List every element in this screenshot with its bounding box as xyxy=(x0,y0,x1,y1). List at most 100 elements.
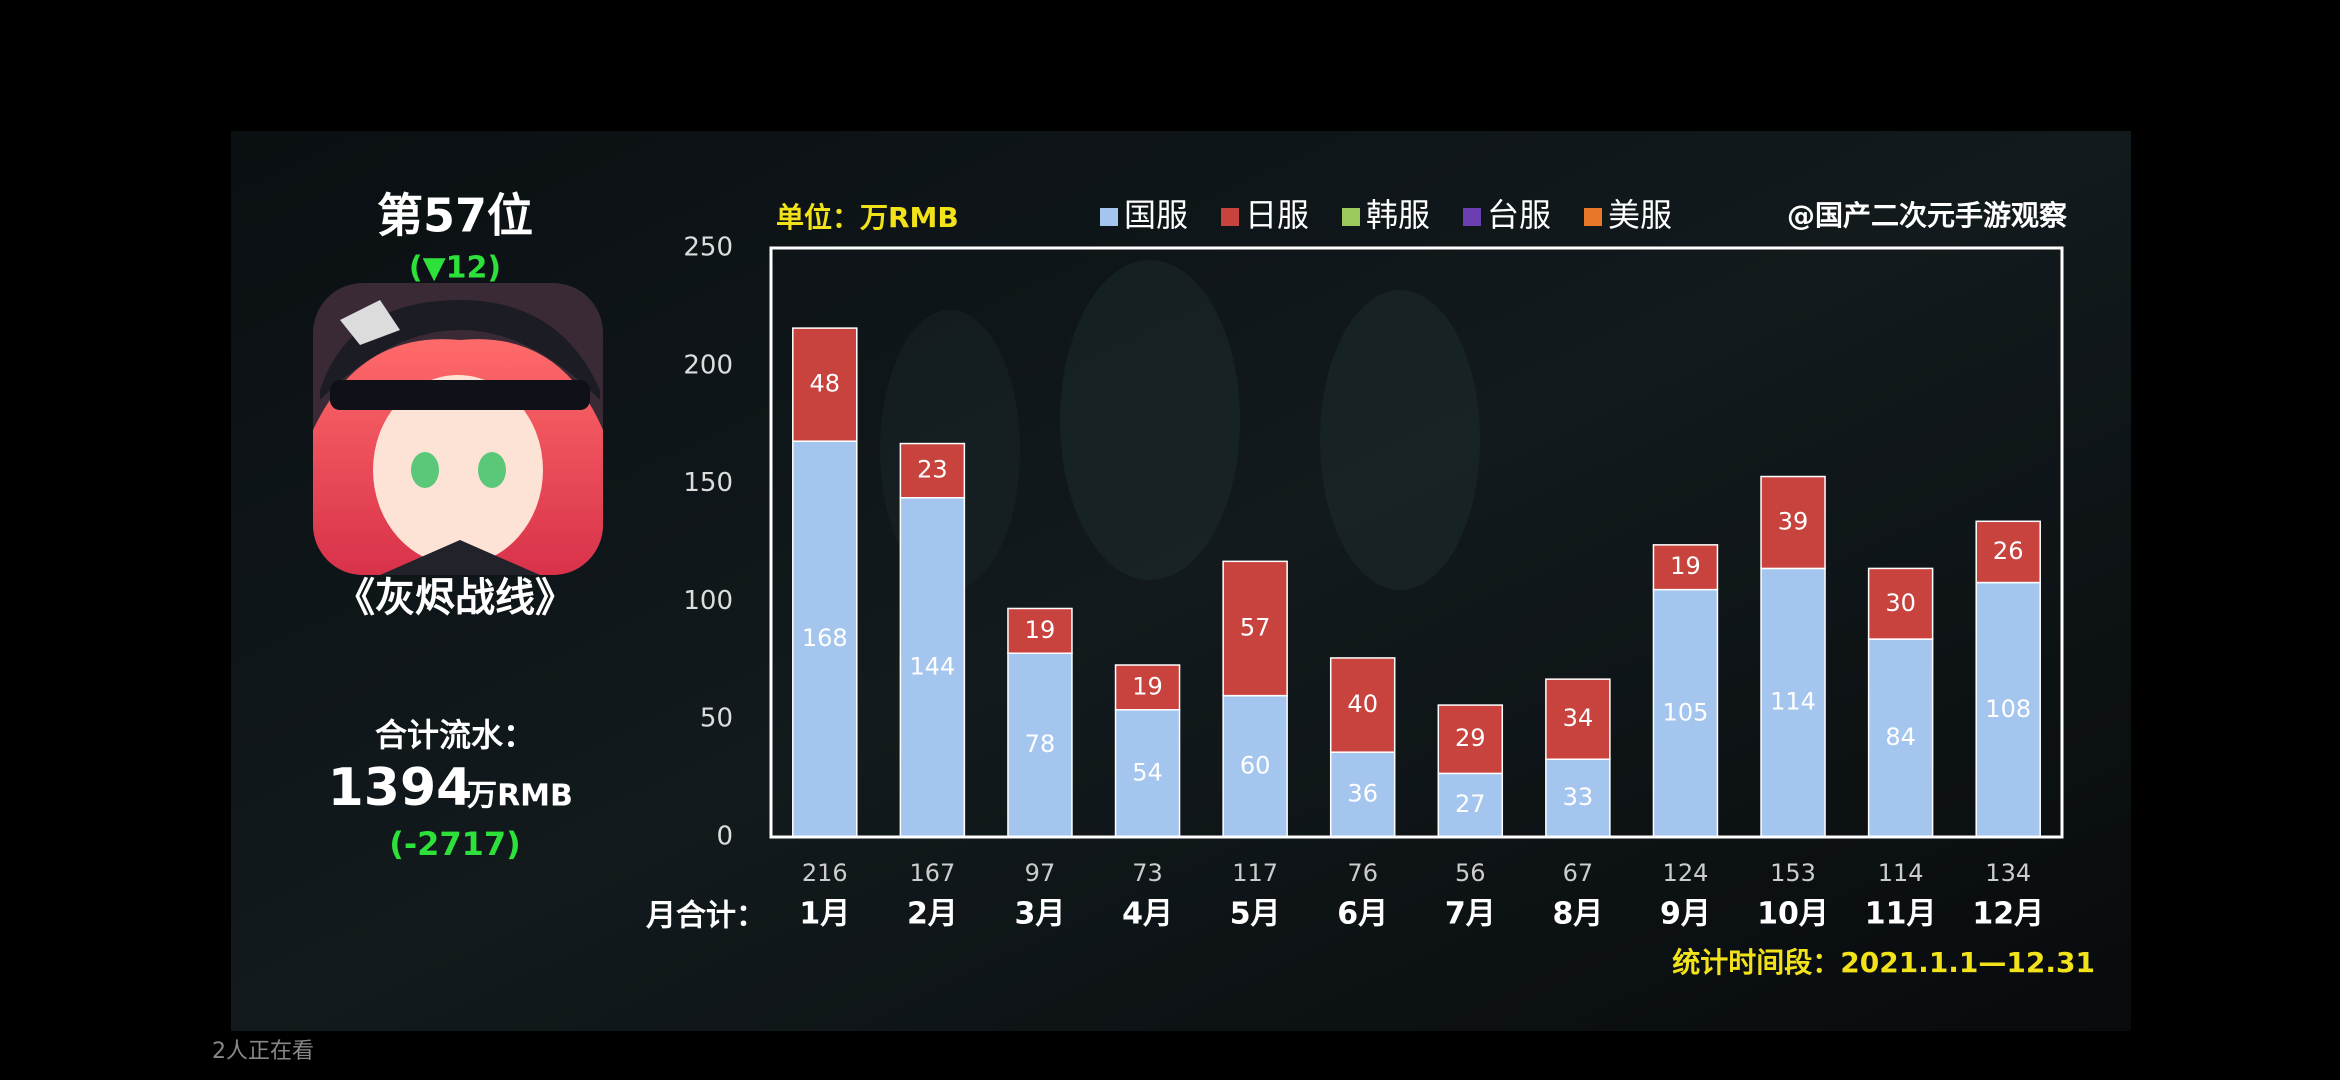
legend-swatch xyxy=(1463,208,1481,226)
x-tick-label: 2月 xyxy=(907,897,958,932)
bar-segment xyxy=(1867,567,1934,640)
bar-segment xyxy=(1437,772,1504,838)
legend-label: 日服 xyxy=(1245,196,1309,234)
data-label: 29 xyxy=(1455,724,1486,752)
x-tick-label: 9月 xyxy=(1660,897,1711,932)
bar-segment xyxy=(899,496,966,838)
total-label: 216 xyxy=(802,859,848,887)
total-label: 114 xyxy=(1878,859,1924,887)
x-tick-label: 12月 xyxy=(1972,897,2044,932)
data-label: 48 xyxy=(810,370,841,398)
bar-segment xyxy=(1329,657,1396,753)
plot-border xyxy=(769,246,2064,839)
data-label: 54 xyxy=(1132,758,1163,786)
data-label: 19 xyxy=(1132,672,1163,700)
bar-segment xyxy=(1760,567,1826,838)
y-tick-label: 50 xyxy=(700,704,733,734)
data-label: 23 xyxy=(917,456,948,484)
bar-segment xyxy=(1545,678,1611,761)
x-tick-label: 8月 xyxy=(1552,897,1603,932)
total-label: 76 xyxy=(1347,859,1378,887)
total-label: 153 xyxy=(1770,859,1816,887)
data-label: 39 xyxy=(1778,507,1809,535)
bar-segment xyxy=(1007,607,1073,654)
legend-label: 美服 xyxy=(1608,196,1672,234)
total-change: (-2717) xyxy=(389,825,521,863)
total-label: 合计流水： xyxy=(375,716,535,754)
legend-swatch xyxy=(1100,208,1118,226)
data-label: 144 xyxy=(909,652,955,680)
data-label: 168 xyxy=(802,624,848,652)
bar-segment xyxy=(1114,664,1181,711)
total-unit: 万RMB xyxy=(467,779,573,814)
data-label: 114 xyxy=(1770,688,1816,716)
y-tick-label: 0 xyxy=(716,822,733,852)
bar-segment xyxy=(1760,475,1826,570)
legend-swatch xyxy=(1221,208,1239,226)
period: 统计时间段：2021.1.1—12.31 xyxy=(1672,946,2095,979)
data-label: 105 xyxy=(1663,698,1709,726)
legend-swatch xyxy=(1584,208,1602,226)
data-label: 57 xyxy=(1240,613,1271,641)
bar-segment xyxy=(792,327,858,442)
total-label: 97 xyxy=(1025,859,1056,887)
x-tick-label: 5月 xyxy=(1230,897,1281,932)
x-tick-label: 4月 xyxy=(1122,897,1173,932)
rank: 第57位 xyxy=(377,189,533,243)
game-icon xyxy=(313,283,603,575)
total-label: 73 xyxy=(1132,859,1163,887)
legend-label: 韩服 xyxy=(1366,196,1430,234)
total-label: 117 xyxy=(1232,859,1278,887)
data-label: 26 xyxy=(1993,537,2024,565)
background-figures xyxy=(880,260,1480,590)
unit-label: 单位：万RMB xyxy=(776,201,959,234)
x-tick-label: 6月 xyxy=(1337,897,1388,932)
bar-segment xyxy=(1222,560,1288,697)
data-label: 19 xyxy=(1670,552,1701,580)
rank-change: (▼12) xyxy=(409,251,501,286)
x-tick-label: 7月 xyxy=(1445,897,1496,932)
legend-label: 国服 xyxy=(1124,196,1188,234)
legend-label: 台服 xyxy=(1487,196,1551,234)
bar-segment xyxy=(792,440,858,838)
data-label: 19 xyxy=(1025,616,1056,644)
x-tick-label: 1月 xyxy=(799,897,850,932)
data-label: 36 xyxy=(1347,780,1378,808)
game-name: 《灰烬战线》 xyxy=(335,575,575,621)
data-label: 40 xyxy=(1347,690,1378,718)
total-label: 167 xyxy=(909,859,955,887)
bar-segment xyxy=(1222,694,1288,838)
viewers: 2人正在看 xyxy=(212,1039,314,1064)
y-tick-label: 150 xyxy=(683,468,733,498)
data-label: 33 xyxy=(1563,783,1594,811)
bar-segment xyxy=(1867,638,1934,838)
data-label: 27 xyxy=(1455,790,1486,818)
bar-segment xyxy=(1007,652,1073,838)
bar-segment xyxy=(1329,751,1396,838)
totals-label: 月合计： xyxy=(646,899,766,934)
data-label: 78 xyxy=(1025,730,1056,758)
total-label: 124 xyxy=(1663,859,1709,887)
total-value: 1394 xyxy=(328,758,473,818)
x-tick-label: 10月 xyxy=(1757,897,1829,932)
legend-swatch xyxy=(1342,208,1360,226)
data-label: 34 xyxy=(1563,704,1594,732)
total-label: 67 xyxy=(1563,859,1594,887)
data-label: 84 xyxy=(1885,723,1916,751)
data-label: 60 xyxy=(1240,751,1271,779)
total-label: 56 xyxy=(1455,859,1486,887)
y-tick-label: 100 xyxy=(683,586,733,616)
data-label: 30 xyxy=(1885,589,1916,617)
x-tick-label: 11月 xyxy=(1865,897,1937,932)
source: @国产二次元手游观察 xyxy=(1787,199,2068,232)
bar-segment xyxy=(899,442,966,499)
bar-segment xyxy=(1437,704,1504,775)
bar-segment xyxy=(1652,588,1719,838)
y-tick-label: 250 xyxy=(683,233,733,263)
bar-segment xyxy=(1652,544,1719,591)
y-tick-label: 200 xyxy=(683,350,733,380)
total-label: 134 xyxy=(1985,859,2031,887)
bar-segment xyxy=(1975,520,2041,584)
